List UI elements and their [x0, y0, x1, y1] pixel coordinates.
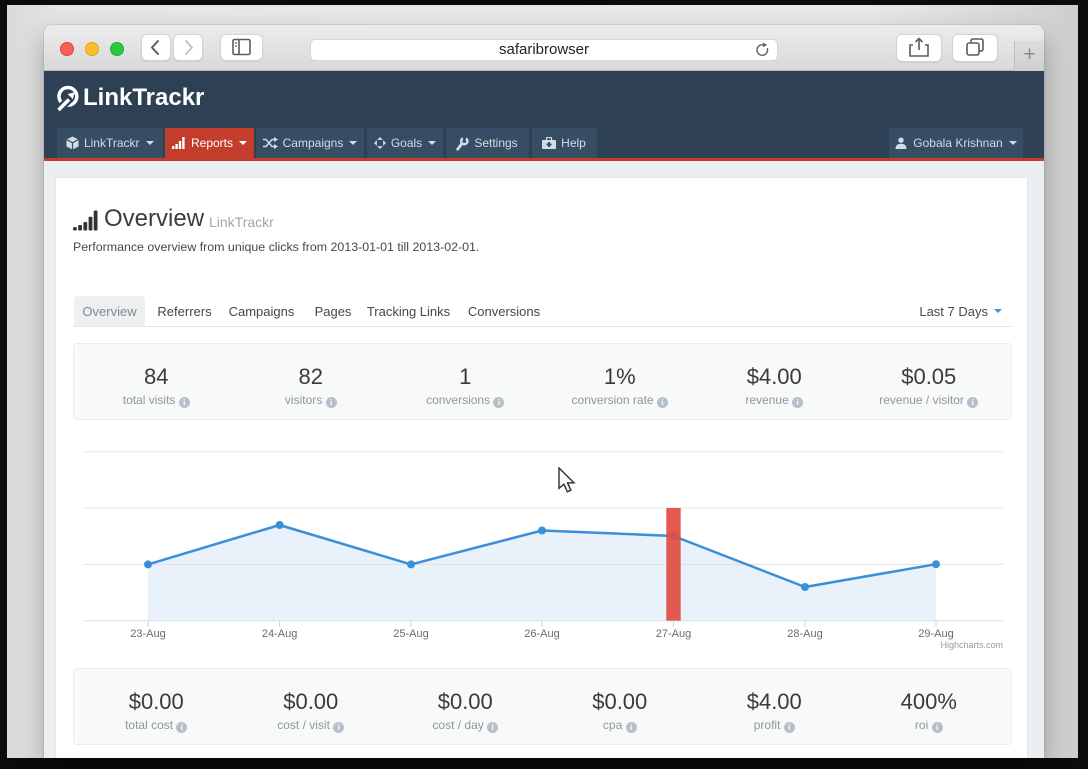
svg-text:23-Aug: 23-Aug: [130, 628, 165, 640]
svg-text:28-Aug: 28-Aug: [787, 628, 822, 640]
svg-text:24-Aug: 24-Aug: [262, 628, 297, 640]
svg-text:26-Aug: 26-Aug: [524, 628, 559, 640]
svg-text:27-Aug: 27-Aug: [656, 628, 691, 640]
svg-text:29-Aug: 29-Aug: [918, 628, 953, 640]
svg-text:Highcharts.com: Highcharts.com: [940, 640, 1003, 650]
svg-text:25-Aug: 25-Aug: [393, 628, 428, 640]
